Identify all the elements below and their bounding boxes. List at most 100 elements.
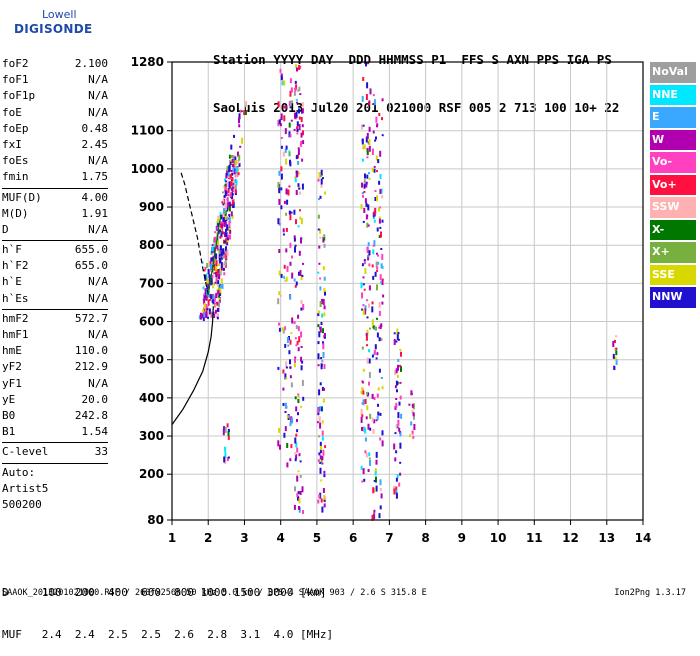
echo-point <box>226 181 229 187</box>
echo-point <box>297 347 300 352</box>
echo-point <box>295 219 297 225</box>
echo-point <box>319 382 322 386</box>
echo-point <box>299 270 302 276</box>
echo-point <box>293 237 296 242</box>
echo-point <box>321 386 324 391</box>
echo-point <box>319 326 322 330</box>
echo-point <box>290 211 293 214</box>
echo-point <box>380 493 383 499</box>
echo-point <box>235 160 238 166</box>
echo-point <box>210 264 212 271</box>
echo-point <box>366 329 369 336</box>
echo-point <box>369 88 372 95</box>
echo-point <box>364 450 367 454</box>
echo-point <box>285 212 288 216</box>
echo-point <box>298 250 301 256</box>
echo-point <box>374 207 377 214</box>
echo-point <box>222 267 225 271</box>
echo-point <box>234 188 237 194</box>
echo-point <box>235 170 238 176</box>
echo-point <box>298 271 300 276</box>
echo-point <box>374 190 377 192</box>
scaled-parameters-panel: foF2 2.100 foF1 N/A foF1p N/A foE N/A foEp 0.48 fx… <box>2 56 108 513</box>
echo-point <box>320 183 323 188</box>
echo-point <box>295 171 298 178</box>
echo-point <box>296 154 299 159</box>
echo-point <box>300 405 303 408</box>
echo-point <box>206 263 209 268</box>
echo-point <box>363 478 366 482</box>
echo-point <box>231 214 234 219</box>
echo-point <box>365 183 368 188</box>
echo-point <box>289 339 292 345</box>
echo-point <box>288 131 291 138</box>
echo-point <box>298 108 300 114</box>
echo-point <box>295 433 298 437</box>
echo-point <box>360 465 363 470</box>
echo-point <box>226 170 229 175</box>
echo-point <box>378 113 381 116</box>
echo-point <box>289 161 292 167</box>
echo-point <box>277 120 280 127</box>
echo-point <box>230 187 233 191</box>
echo-point <box>222 199 225 204</box>
echo-point <box>368 145 371 152</box>
echo-point <box>372 212 375 218</box>
echo-point <box>205 314 208 319</box>
echo-point <box>363 208 366 213</box>
echo-point <box>321 456 324 461</box>
echo-point <box>323 305 326 310</box>
echo-point <box>301 108 304 114</box>
echo-point <box>380 323 383 328</box>
echo-point <box>317 499 320 504</box>
echo-point <box>368 177 371 180</box>
echo-point <box>229 160 232 165</box>
echo-point <box>318 389 321 396</box>
echo-point <box>361 426 363 431</box>
ionogram-chart: 1 2 3 4 5 6 7 8 9 10 11 12 13 14802003004005006007008… <box>131 55 652 545</box>
param-value: N/A <box>88 89 108 103</box>
plot-frame <box>171 61 644 521</box>
echo-point <box>378 368 381 373</box>
param-name: D <box>2 222 9 236</box>
echo-point <box>398 427 401 432</box>
file-info-footer: SAAOK_2013201021000.RSF / 260fx256h 50 k… <box>2 588 427 598</box>
echo-point <box>372 94 375 97</box>
echo-point <box>238 154 241 161</box>
echo-point <box>412 412 415 417</box>
echo-point <box>379 226 382 229</box>
echo-point <box>376 352 379 356</box>
echo-point <box>297 183 300 188</box>
echo-point <box>361 292 363 299</box>
echo-point <box>284 148 287 153</box>
echo-point <box>211 274 214 278</box>
param-value: N/A <box>88 291 108 305</box>
echo-point <box>283 432 286 438</box>
echo-point <box>231 164 234 167</box>
param-value: 655.0 <box>74 243 108 257</box>
echo-point <box>231 158 234 163</box>
param-row-fof2: foF2 2.100 <box>2 56 108 72</box>
echo-point <box>364 427 367 434</box>
echo-point <box>209 311 212 315</box>
echo-point <box>294 112 296 119</box>
echo-point <box>224 261 227 267</box>
echo-point <box>302 130 304 136</box>
param-name: B1 <box>2 425 16 439</box>
echo-point <box>213 282 215 286</box>
echo-point <box>396 375 399 378</box>
echo-point <box>362 158 364 162</box>
echo-point <box>298 453 301 457</box>
echo-point <box>322 299 325 305</box>
echo-point <box>371 354 374 358</box>
echo-point <box>278 249 281 253</box>
echo-point <box>317 353 320 360</box>
echo-point <box>211 257 214 261</box>
echo-point <box>394 405 397 410</box>
echo-point <box>237 172 240 176</box>
echo-point <box>295 281 298 286</box>
echo-point <box>366 222 369 228</box>
x-tick-label: 13 <box>598 531 615 545</box>
echo-point <box>395 398 398 400</box>
param-row-foe: foE N/A <box>2 105 108 121</box>
